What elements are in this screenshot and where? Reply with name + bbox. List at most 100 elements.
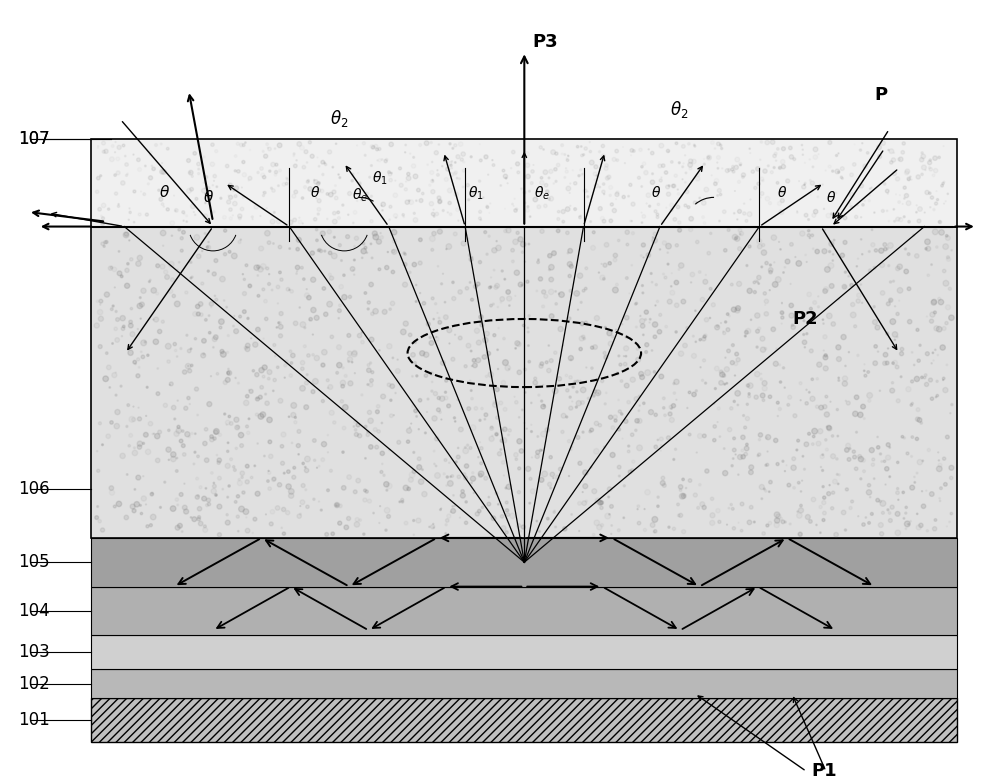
Circle shape xyxy=(762,381,767,386)
Circle shape xyxy=(657,329,662,334)
Circle shape xyxy=(198,302,203,307)
Circle shape xyxy=(376,405,380,408)
Circle shape xyxy=(732,458,734,459)
Circle shape xyxy=(278,334,283,338)
Circle shape xyxy=(247,431,250,434)
Circle shape xyxy=(662,484,666,488)
Circle shape xyxy=(807,292,811,296)
Circle shape xyxy=(635,302,638,304)
Circle shape xyxy=(827,491,831,496)
Circle shape xyxy=(331,253,337,259)
Circle shape xyxy=(296,247,299,251)
Circle shape xyxy=(654,210,657,213)
Circle shape xyxy=(193,463,195,465)
Circle shape xyxy=(900,352,904,356)
Circle shape xyxy=(206,246,209,248)
Circle shape xyxy=(652,238,657,243)
Circle shape xyxy=(418,399,422,402)
Circle shape xyxy=(338,317,339,319)
Circle shape xyxy=(286,177,288,179)
Circle shape xyxy=(611,426,615,430)
Circle shape xyxy=(335,503,339,507)
Circle shape xyxy=(112,342,113,344)
Circle shape xyxy=(566,159,569,161)
Circle shape xyxy=(516,162,520,166)
Circle shape xyxy=(925,239,930,245)
Circle shape xyxy=(790,243,793,246)
Circle shape xyxy=(377,160,378,161)
Circle shape xyxy=(630,148,634,152)
Circle shape xyxy=(145,449,151,455)
Circle shape xyxy=(858,412,863,417)
Circle shape xyxy=(703,279,708,284)
Circle shape xyxy=(637,505,640,508)
Circle shape xyxy=(903,216,905,218)
Circle shape xyxy=(97,505,99,508)
Circle shape xyxy=(850,312,856,317)
Circle shape xyxy=(197,162,200,166)
Circle shape xyxy=(526,466,531,471)
Circle shape xyxy=(265,230,270,236)
Circle shape xyxy=(125,163,128,166)
Circle shape xyxy=(943,243,948,250)
Circle shape xyxy=(540,180,544,185)
Circle shape xyxy=(548,482,552,487)
Circle shape xyxy=(389,142,393,147)
Circle shape xyxy=(828,140,832,144)
Circle shape xyxy=(406,440,410,443)
Circle shape xyxy=(828,263,834,268)
Circle shape xyxy=(354,236,359,240)
Circle shape xyxy=(289,374,293,378)
Circle shape xyxy=(531,431,532,432)
Circle shape xyxy=(311,307,316,313)
Circle shape xyxy=(431,190,435,193)
Circle shape xyxy=(293,466,296,470)
Bar xyxy=(91,587,957,635)
Circle shape xyxy=(811,378,814,381)
Circle shape xyxy=(880,532,884,536)
Circle shape xyxy=(141,355,145,359)
Circle shape xyxy=(671,161,673,163)
Circle shape xyxy=(404,253,406,255)
Circle shape xyxy=(213,346,214,348)
Circle shape xyxy=(445,533,447,534)
Circle shape xyxy=(227,370,232,375)
Circle shape xyxy=(804,346,805,348)
Circle shape xyxy=(904,248,907,250)
Circle shape xyxy=(838,299,840,300)
Circle shape xyxy=(659,179,662,182)
Circle shape xyxy=(476,282,480,285)
Circle shape xyxy=(599,186,601,188)
Circle shape xyxy=(539,449,542,452)
Circle shape xyxy=(840,176,843,179)
Circle shape xyxy=(616,159,619,161)
Circle shape xyxy=(346,235,350,239)
Circle shape xyxy=(212,337,217,342)
Circle shape xyxy=(915,254,919,258)
Circle shape xyxy=(330,335,334,339)
Circle shape xyxy=(469,380,471,381)
Circle shape xyxy=(639,405,640,406)
Circle shape xyxy=(692,159,696,164)
Circle shape xyxy=(555,152,558,155)
Circle shape xyxy=(739,162,742,165)
Circle shape xyxy=(317,207,321,211)
Circle shape xyxy=(946,257,951,261)
Circle shape xyxy=(120,275,123,278)
Circle shape xyxy=(478,456,479,458)
Circle shape xyxy=(364,154,366,156)
Circle shape xyxy=(318,165,320,167)
Circle shape xyxy=(496,245,501,250)
Circle shape xyxy=(908,221,910,223)
Circle shape xyxy=(582,289,585,292)
Circle shape xyxy=(876,498,879,502)
Circle shape xyxy=(517,370,522,374)
Circle shape xyxy=(117,271,122,275)
Circle shape xyxy=(409,200,410,201)
Circle shape xyxy=(234,186,239,190)
Circle shape xyxy=(678,268,680,271)
Circle shape xyxy=(198,516,201,519)
Circle shape xyxy=(943,457,946,460)
Circle shape xyxy=(312,378,318,385)
Circle shape xyxy=(526,174,530,179)
